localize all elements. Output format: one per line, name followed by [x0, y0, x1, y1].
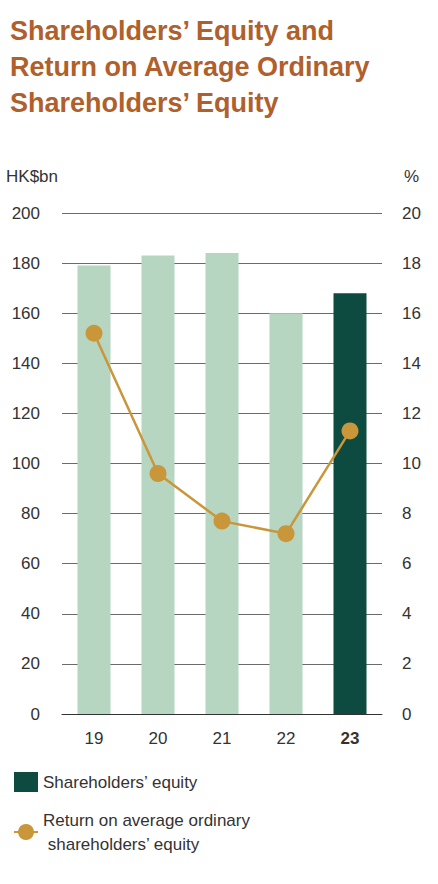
- svg-text:200: 200: [12, 204, 40, 223]
- svg-text:18: 18: [402, 254, 421, 273]
- svg-text:Shareholders’ Equity and: Shareholders’ Equity and: [10, 16, 342, 46]
- svg-text:16: 16: [402, 304, 421, 323]
- svg-text:21: 21: [213, 729, 232, 748]
- svg-text:19: 19: [85, 729, 104, 748]
- svg-text:4: 4: [402, 604, 411, 623]
- svg-text:0: 0: [31, 705, 40, 724]
- svg-text:Shareholders’ equity: Shareholders’ equity: [43, 773, 198, 792]
- svg-text:20: 20: [149, 729, 168, 748]
- svg-text:0: 0: [402, 705, 411, 724]
- svg-text:Return on Average Ordinary: Return on Average Ordinary: [10, 52, 377, 82]
- svg-text:2: 2: [402, 654, 411, 673]
- svg-text:Shareholders’ Equity: Shareholders’ Equity: [10, 88, 279, 118]
- svg-text:8: 8: [402, 504, 411, 523]
- svg-text:80: 80: [21, 504, 40, 523]
- svg-text:180: 180: [12, 254, 40, 273]
- svg-text:20: 20: [21, 654, 40, 673]
- svg-text:Return on average ordinary: Return on average ordinary: [43, 811, 250, 830]
- svg-text:20: 20: [402, 204, 421, 223]
- svg-text:6: 6: [402, 554, 411, 573]
- svg-text:60: 60: [21, 554, 40, 573]
- svg-text:100: 100: [12, 454, 40, 473]
- svg-text:23: 23: [341, 729, 360, 748]
- svg-text:HK$bn: HK$bn: [6, 167, 58, 186]
- svg-text:40: 40: [21, 604, 40, 623]
- svg-text:shareholders’ equity: shareholders’ equity: [43, 835, 200, 854]
- svg-text:140: 140: [12, 354, 40, 373]
- svg-text:14: 14: [402, 354, 421, 373]
- svg-text:10: 10: [402, 454, 421, 473]
- svg-text:12: 12: [402, 404, 421, 423]
- svg-text:120: 120: [12, 404, 40, 423]
- svg-text:160: 160: [12, 304, 40, 323]
- svg-text:%: %: [404, 167, 419, 186]
- svg-text:22: 22: [277, 729, 296, 748]
